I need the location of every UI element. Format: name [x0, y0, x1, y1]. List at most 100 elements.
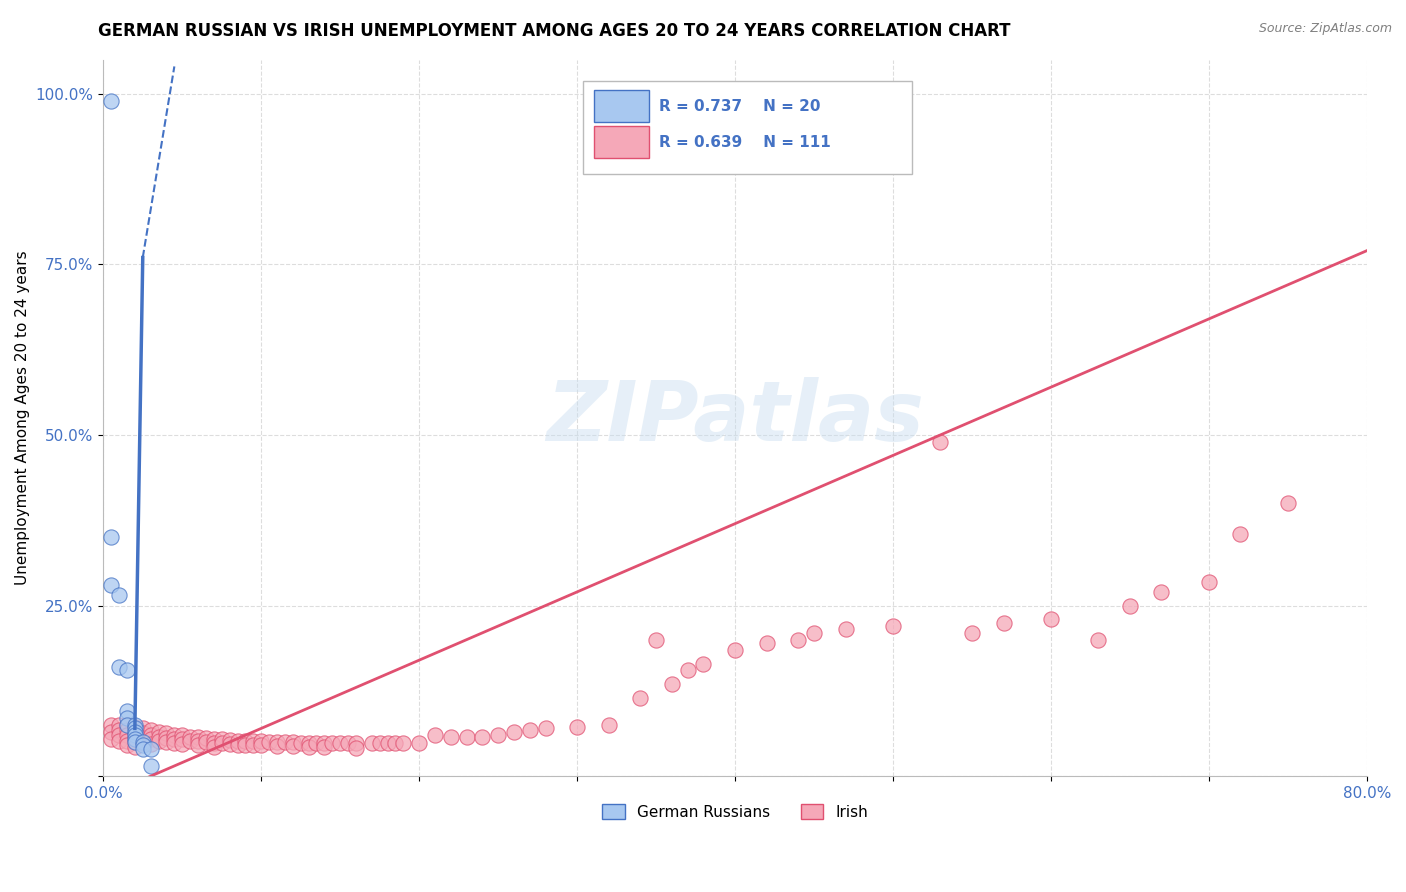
- Point: [139, 732, 162, 747]
- Point: [235, 738, 257, 752]
- Point: [250, 734, 273, 748]
- Point: [108, 733, 131, 747]
- Point: [471, 730, 494, 744]
- Point: [519, 723, 541, 737]
- Point: [132, 722, 155, 736]
- Point: [124, 730, 146, 744]
- Point: [329, 736, 352, 750]
- Point: [257, 735, 280, 749]
- Point: [194, 735, 217, 749]
- Point: [139, 759, 162, 773]
- Point: [148, 730, 170, 744]
- Point: [108, 718, 131, 732]
- Point: [108, 728, 131, 742]
- Point: [211, 736, 233, 750]
- Point: [1039, 612, 1062, 626]
- Point: [194, 731, 217, 745]
- Point: [187, 739, 209, 753]
- Point: [132, 736, 155, 750]
- Point: [115, 738, 138, 752]
- Point: [139, 737, 162, 751]
- Point: [993, 615, 1015, 630]
- Point: [148, 733, 170, 747]
- Text: GERMAN RUSSIAN VS IRISH UNEMPLOYMENT AMONG AGES 20 TO 24 YEARS CORRELATION CHART: GERMAN RUSSIAN VS IRISH UNEMPLOYMENT AMO…: [98, 22, 1011, 40]
- Point: [124, 739, 146, 754]
- Point: [423, 728, 446, 742]
- Point: [163, 731, 186, 746]
- Point: [124, 735, 146, 749]
- Point: [139, 727, 162, 741]
- Point: [676, 664, 699, 678]
- Point: [202, 736, 225, 750]
- Point: [242, 734, 264, 748]
- Point: [226, 738, 249, 752]
- Point: [124, 720, 146, 734]
- Point: [377, 736, 399, 750]
- Point: [534, 722, 557, 736]
- Point: [787, 632, 810, 647]
- Point: [882, 619, 904, 633]
- Point: [148, 724, 170, 739]
- Point: [202, 731, 225, 746]
- Point: [124, 724, 146, 739]
- Point: [115, 711, 138, 725]
- Point: [235, 733, 257, 747]
- Point: [297, 736, 319, 750]
- Point: [218, 737, 240, 751]
- Point: [100, 724, 122, 739]
- Point: [108, 588, 131, 602]
- Point: [929, 434, 952, 449]
- Point: [274, 735, 297, 749]
- Point: [100, 578, 122, 592]
- Point: [187, 731, 209, 745]
- Point: [384, 736, 406, 750]
- Point: [281, 739, 304, 753]
- Point: [179, 730, 201, 744]
- Point: [155, 731, 177, 745]
- Point: [297, 739, 319, 754]
- Bar: [583, 81, 912, 174]
- Point: [100, 731, 122, 746]
- Point: [139, 742, 162, 756]
- Point: [368, 736, 391, 750]
- Point: [132, 731, 155, 745]
- Point: [314, 736, 336, 750]
- Point: [226, 733, 249, 747]
- Point: [187, 734, 209, 748]
- Point: [155, 735, 177, 749]
- Point: [163, 736, 186, 750]
- Point: [155, 726, 177, 740]
- Text: R = 0.639    N = 111: R = 0.639 N = 111: [659, 135, 831, 150]
- Point: [100, 530, 122, 544]
- Point: [108, 723, 131, 737]
- Point: [100, 94, 122, 108]
- Point: [1229, 527, 1251, 541]
- Point: [115, 728, 138, 742]
- Point: [179, 733, 201, 747]
- Point: [266, 739, 288, 753]
- Point: [645, 632, 668, 647]
- Point: [565, 720, 588, 734]
- Point: [172, 728, 194, 742]
- Point: [305, 736, 328, 750]
- Point: [124, 731, 146, 746]
- Point: [834, 623, 856, 637]
- Point: [124, 722, 146, 736]
- Point: [1198, 574, 1220, 589]
- FancyBboxPatch shape: [593, 90, 650, 122]
- Point: [344, 740, 367, 755]
- Point: [803, 625, 825, 640]
- Text: ZIPatlas: ZIPatlas: [546, 377, 924, 458]
- Point: [163, 727, 186, 741]
- Point: [139, 723, 162, 737]
- Point: [132, 735, 155, 749]
- Point: [321, 736, 343, 750]
- Point: [115, 704, 138, 718]
- Point: [218, 733, 240, 747]
- Point: [503, 724, 526, 739]
- Point: [408, 736, 430, 750]
- Point: [132, 726, 155, 740]
- Point: [108, 660, 131, 674]
- Y-axis label: Unemployment Among Ages 20 to 24 years: Unemployment Among Ages 20 to 24 years: [15, 251, 30, 585]
- Point: [202, 739, 225, 754]
